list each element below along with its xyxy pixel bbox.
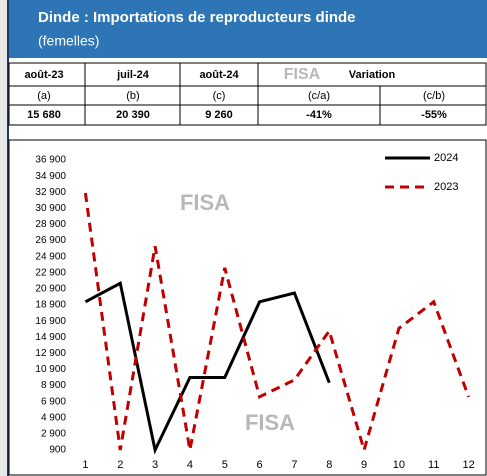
x-tick-label: 6 bbox=[257, 459, 263, 471]
x-tick-label: 7 bbox=[291, 459, 297, 471]
y-tick-label: 4 900 bbox=[41, 412, 66, 423]
col-subheader: (a) bbox=[37, 90, 50, 102]
y-tick-label: 20 900 bbox=[35, 284, 66, 295]
col-header: Variation bbox=[349, 69, 396, 81]
x-tick-label: 4 bbox=[187, 459, 193, 471]
x-tick-label: 8 bbox=[326, 459, 332, 471]
cell-value: 9 260 bbox=[205, 109, 233, 121]
y-tick-label: 34 900 bbox=[35, 171, 66, 182]
y-tick-label: 14 900 bbox=[35, 332, 66, 343]
x-tick-label: 10 bbox=[393, 459, 405, 471]
y-tick-label: 900 bbox=[49, 445, 66, 456]
header-title: Dinde : Importations de reproducteurs di… bbox=[38, 9, 356, 26]
col-header: juil-24 bbox=[116, 69, 150, 81]
watermark: FISA bbox=[245, 410, 295, 435]
y-tick-label: 32 900 bbox=[35, 187, 66, 198]
legend-label: 2024 bbox=[434, 152, 458, 164]
y-tick-label: 24 900 bbox=[35, 251, 66, 262]
y-tick-label: 30 900 bbox=[35, 203, 66, 214]
y-tick-label: 2 900 bbox=[41, 429, 66, 440]
header-subtitle: (femelles) bbox=[38, 33, 99, 49]
col-subheader: (c/a) bbox=[308, 90, 330, 102]
x-tick-label: 5 bbox=[222, 459, 228, 471]
legend-label: 2023 bbox=[434, 181, 458, 193]
x-tick-label: 3 bbox=[152, 459, 158, 471]
cell-value: -55% bbox=[421, 109, 447, 121]
col-subheader: (b) bbox=[126, 90, 139, 102]
y-tick-label: 10 900 bbox=[35, 364, 66, 375]
cell-value: -41% bbox=[306, 109, 332, 121]
table-grid bbox=[8, 62, 487, 126]
x-tick-label: 9 bbox=[361, 459, 367, 471]
y-tick-label: 18 900 bbox=[35, 300, 66, 311]
x-tick-label: 1 bbox=[82, 459, 88, 471]
y-tick-label: 36 900 bbox=[35, 155, 66, 166]
series-line bbox=[84, 280, 331, 455]
y-tick-label: 12 900 bbox=[35, 348, 66, 359]
chart-frame bbox=[8, 139, 487, 476]
x-tick-label: 12 bbox=[462, 459, 474, 471]
y-tick-label: 8 900 bbox=[41, 380, 66, 391]
header-band bbox=[9, 0, 487, 58]
y-tick-label: 26 900 bbox=[35, 235, 66, 246]
x-tick-label: 11 bbox=[428, 459, 439, 471]
side-strip bbox=[0, 0, 8, 476]
x-tick-label: 2 bbox=[117, 459, 123, 471]
watermark: FISA bbox=[284, 66, 321, 83]
col-header: août-23 bbox=[24, 69, 63, 81]
y-tick-label: 16 900 bbox=[35, 316, 66, 327]
cell-value: 20 390 bbox=[116, 109, 150, 121]
series-line bbox=[83, 192, 470, 456]
col-header: août-24 bbox=[199, 69, 239, 81]
cell-value: 15 680 bbox=[27, 109, 61, 121]
col-subheader: (c) bbox=[213, 90, 226, 102]
watermark: FISA bbox=[180, 190, 230, 215]
y-tick-label: 22 900 bbox=[35, 267, 66, 278]
y-tick-label: 28 900 bbox=[35, 219, 66, 230]
y-tick-label: 6 900 bbox=[41, 396, 66, 407]
col-subheader: (c/b) bbox=[423, 90, 445, 102]
